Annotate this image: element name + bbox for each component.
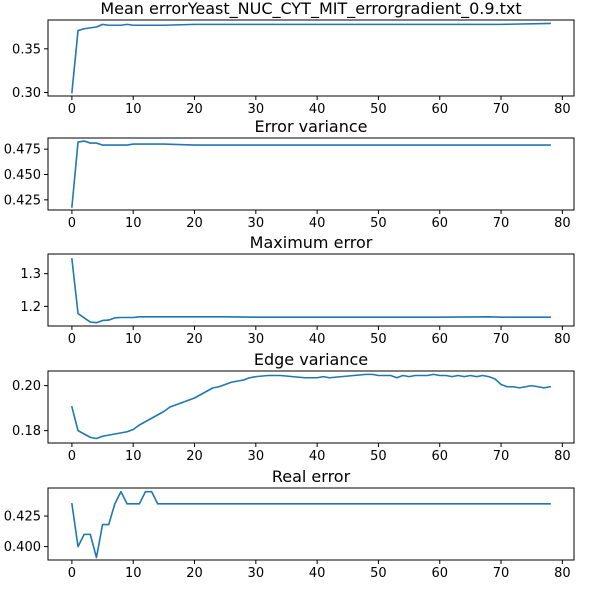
x-tick-label: 80 — [554, 102, 571, 117]
axes-frame — [47, 370, 575, 444]
x-tick-label: 60 — [431, 216, 448, 231]
x-tick-label: 50 — [370, 216, 387, 231]
y-tick-label: 1.2 — [20, 300, 41, 315]
y-tick-label: 0.425 — [4, 510, 41, 525]
subplot-2: Error variance 0 10 20 30 40 50 60 70 80 0.425 0.45… — [4, 117, 575, 231]
x-tick-label: 50 — [370, 449, 387, 464]
x-tick-label: 20 — [186, 216, 203, 231]
x-tick-label: 40 — [309, 216, 326, 231]
axes-frame — [47, 19, 575, 97]
series-line — [70, 373, 552, 440]
x-tick-label: 20 — [186, 332, 203, 347]
x-tick-label: 30 — [248, 102, 265, 117]
x-tick-label: 0 — [68, 102, 76, 117]
x-tick-label: 20 — [186, 449, 203, 464]
x-tick-label: 30 — [248, 332, 265, 347]
x-tick-label: 80 — [554, 449, 571, 464]
x-tick-label: 30 — [248, 566, 265, 581]
x-tick-label: 10 — [125, 216, 142, 231]
x-tick-label: 60 — [431, 332, 448, 347]
x-tick-label: 30 — [248, 216, 265, 231]
x-tick-label: 20 — [186, 566, 203, 581]
subplot-title: Mean errorYeast_NUC_CYT_MIT_errorgradien… — [100, 0, 521, 19]
y-tick-label: 0.475 — [4, 143, 41, 158]
series-line — [71, 22, 551, 94]
subplot-title: Maximum error — [250, 233, 373, 252]
x-tick-label: 20 — [186, 102, 203, 117]
x-tick-label: 0 — [68, 566, 76, 581]
subplot-title: Real error — [272, 467, 351, 486]
series-line — [71, 140, 551, 208]
x-tick-label: 10 — [125, 332, 142, 347]
y-tick-label: 0.450 — [4, 168, 41, 183]
subplot-title: Edge variance — [254, 350, 368, 369]
y-tick-label: 0.30 — [12, 86, 41, 101]
x-tick-label: 60 — [431, 449, 448, 464]
series-line — [71, 490, 551, 559]
axes-frame — [47, 253, 575, 327]
x-tick-label: 70 — [493, 449, 510, 464]
y-tick-label: 0.400 — [4, 540, 41, 555]
x-tick-label: 0 — [68, 449, 76, 464]
axes-frame — [47, 487, 575, 561]
x-tick-label: 10 — [125, 102, 142, 117]
x-tick-label: 50 — [370, 102, 387, 117]
y-tick-label: 0.35 — [12, 42, 41, 57]
x-tick-label: 40 — [309, 566, 326, 581]
subplot-1: Mean errorYeast_NUC_CYT_MIT_errorgradien… — [12, 0, 575, 117]
subplot-5: Real error 0 10 20 30 40 50 60 70 80 0.400 0.425 — [4, 467, 575, 581]
x-tick-label: 10 — [125, 566, 142, 581]
subplot-3: Maximum error 0 10 20 30 40 50 60 70 80 1.2 1.3 — [20, 233, 575, 347]
x-tick-label: 80 — [554, 216, 571, 231]
series-line — [71, 258, 551, 324]
x-tick-label: 10 — [125, 449, 142, 464]
y-tick-label: 0.18 — [12, 424, 41, 439]
axes-frame — [47, 137, 575, 211]
y-tick-label: 0.425 — [4, 193, 41, 208]
x-tick-label: 0 — [68, 216, 76, 231]
x-tick-label: 40 — [309, 332, 326, 347]
x-tick-label: 50 — [370, 332, 387, 347]
x-tick-label: 40 — [309, 102, 326, 117]
x-tick-label: 60 — [431, 566, 448, 581]
x-tick-label: 60 — [431, 102, 448, 117]
y-tick-label: 1.3 — [20, 267, 41, 282]
subplot-4: Edge variance 0 10 20 30 40 50 60 70 80 0.18 0.20 — [12, 350, 575, 464]
x-tick-label: 80 — [554, 332, 571, 347]
x-tick-label: 0 — [68, 332, 76, 347]
x-tick-label: 50 — [370, 566, 387, 581]
x-tick-label: 80 — [554, 566, 571, 581]
x-tick-label: 40 — [309, 449, 326, 464]
x-tick-label: 70 — [493, 216, 510, 231]
x-tick-label: 70 — [493, 332, 510, 347]
x-tick-label: 30 — [248, 449, 265, 464]
y-tick-label: 0.20 — [12, 379, 41, 394]
subplot-title: Error variance — [255, 117, 368, 136]
x-tick-label: 70 — [493, 102, 510, 117]
x-tick-label: 70 — [493, 566, 510, 581]
